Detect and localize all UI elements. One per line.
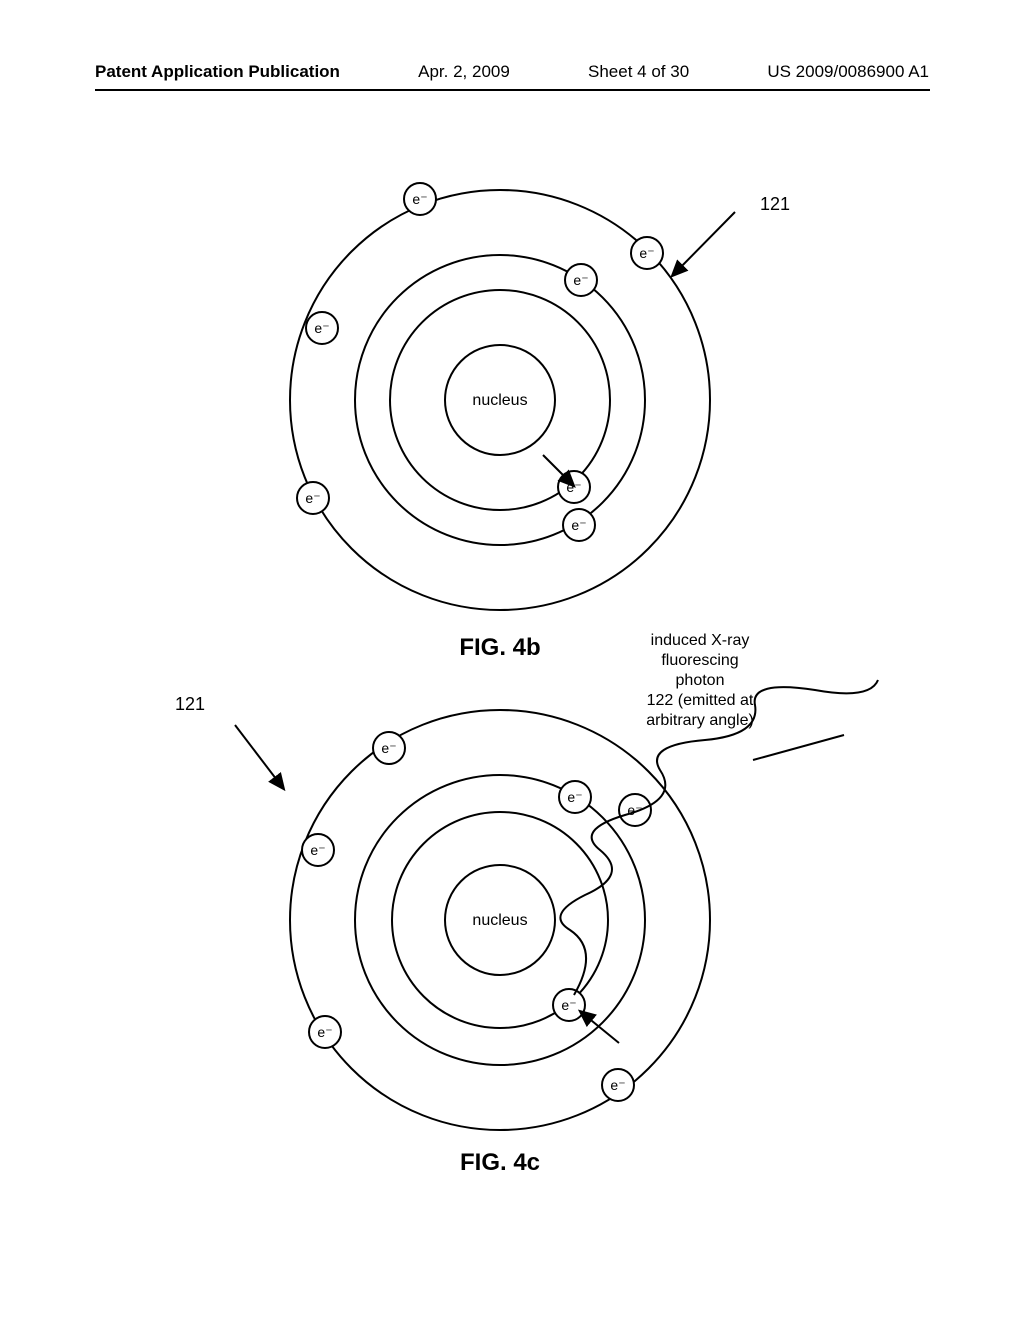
electron-label: e⁻ xyxy=(639,245,654,261)
photon-caption-line: induced X-ray xyxy=(651,632,750,649)
nucleus-label: nucleus xyxy=(472,392,527,409)
transition-arrow xyxy=(543,455,573,485)
header-date: Apr. 2, 2009 xyxy=(418,62,510,82)
nucleus-label: nucleus xyxy=(472,912,527,929)
electron-label: e⁻ xyxy=(305,490,320,506)
photon-leader xyxy=(753,735,844,760)
header-pub-type: Patent Application Publication xyxy=(95,62,340,82)
electron-label: e⁻ xyxy=(314,320,329,336)
header-sheet: Sheet 4 of 30 xyxy=(588,62,689,82)
electron-label: e⁻ xyxy=(381,740,396,756)
diagram-svg: nucleus e⁻ e⁻ e⁻ e⁻ e⁻ e⁻ e⁻ 121 FIG. 4b nucleus e⁻… xyxy=(0,150,1024,1200)
electron-label: e⁻ xyxy=(610,1077,625,1093)
header-rule xyxy=(95,89,930,91)
electron-label: e⁻ xyxy=(310,842,325,858)
photon-caption-line: photon xyxy=(676,672,725,689)
electron-label: e⁻ xyxy=(573,272,588,288)
photon-caption-line: arbitrary angle) xyxy=(646,712,754,729)
diagram-area: nucleus e⁻ e⁻ e⁻ e⁻ e⁻ e⁻ e⁻ 121 FIG. 4b nucleus e⁻… xyxy=(0,150,1024,1200)
page: Patent Application Publication Apr. 2, 2… xyxy=(0,0,1024,1320)
electron-label: e⁻ xyxy=(571,517,586,533)
atom-figure: nucleuse⁻e⁻e⁻e⁻e⁻e⁻e⁻121 xyxy=(290,183,790,610)
electron-label: e⁻ xyxy=(567,789,582,805)
reference-leader xyxy=(673,212,735,275)
figure-label-4c: FIG. 4c xyxy=(460,1149,540,1176)
reference-number: 121 xyxy=(760,194,790,214)
reference-number: 121 xyxy=(175,694,205,714)
atom-figure: nucleuse⁻e⁻e⁻e⁻e⁻e⁻e⁻121induced X-rayflu… xyxy=(175,632,878,1130)
figure-label-4b: FIG. 4b xyxy=(459,634,540,661)
transition-arrow xyxy=(581,1012,619,1043)
electron-label: e⁻ xyxy=(561,997,576,1013)
photon-caption-line: fluorescing xyxy=(661,652,738,669)
electron-label: e⁻ xyxy=(412,191,427,207)
page-header: Patent Application Publication Apr. 2, 2… xyxy=(0,62,1024,82)
photon-caption-line: 122 (emitted at xyxy=(647,692,754,709)
header-pub-number: US 2009/0086900 A1 xyxy=(767,62,929,82)
reference-leader xyxy=(235,725,283,788)
electron-label: e⁻ xyxy=(317,1024,332,1040)
